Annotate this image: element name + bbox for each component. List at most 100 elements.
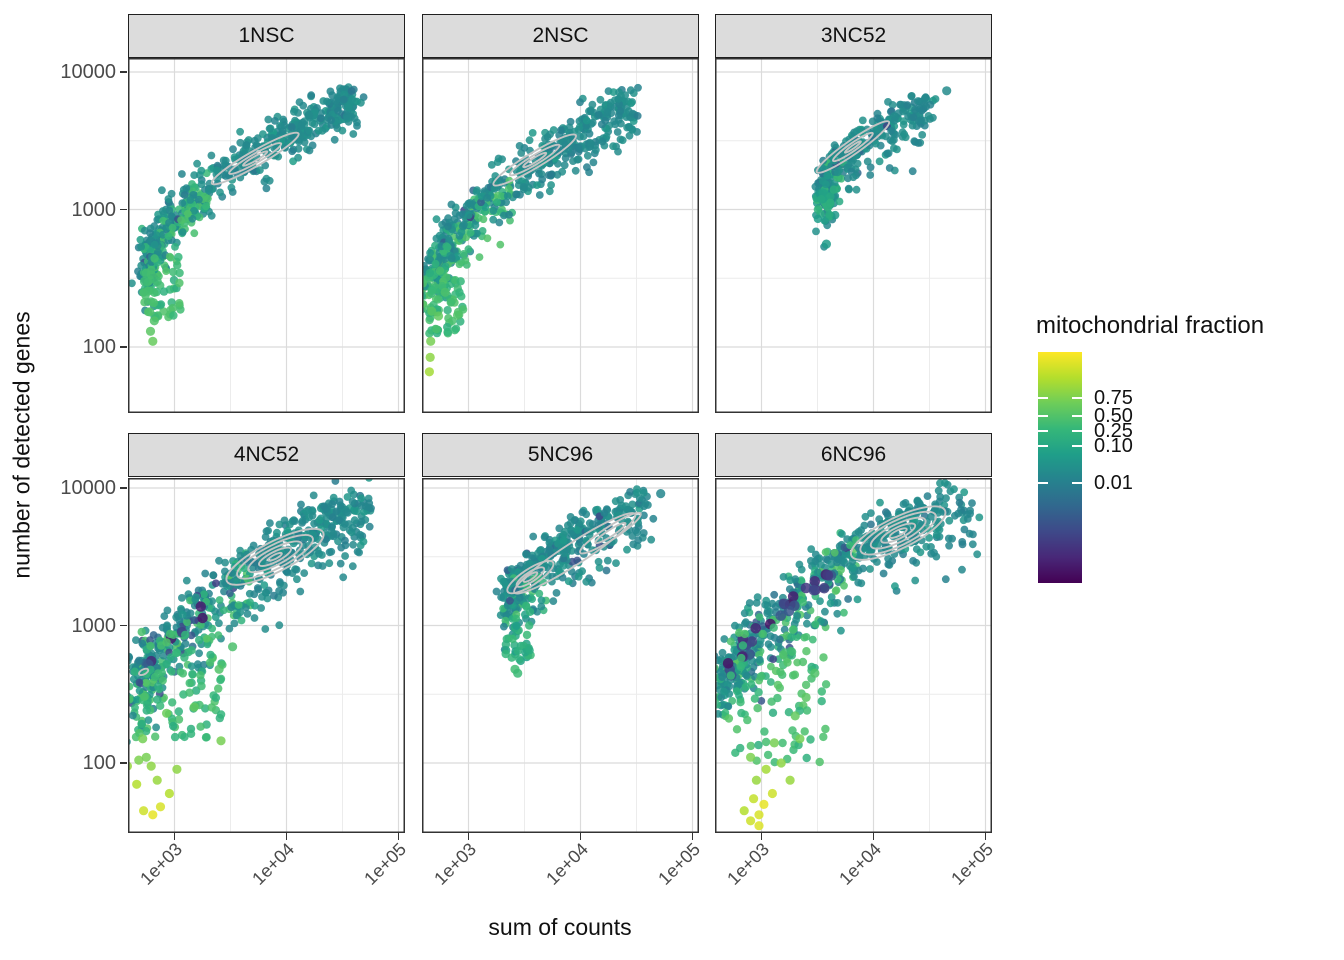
data-point <box>167 667 176 676</box>
data-point <box>788 625 798 634</box>
data-point <box>818 582 830 594</box>
data-point <box>587 139 595 148</box>
panel-border <box>715 478 992 833</box>
data-point <box>732 725 742 734</box>
data-point <box>188 669 197 679</box>
data-point <box>884 554 892 563</box>
data-point <box>183 618 191 627</box>
data-point <box>726 671 735 680</box>
data-point <box>294 144 303 153</box>
data-point <box>325 559 334 568</box>
data-point <box>628 500 637 509</box>
data-point <box>903 101 912 109</box>
data-point <box>335 516 344 525</box>
data-point <box>174 715 184 724</box>
data-point <box>578 508 587 517</box>
data-point <box>341 536 349 545</box>
data-point <box>830 548 839 557</box>
data-point <box>195 195 203 204</box>
legend-tick-label: 0.10 <box>1094 435 1133 458</box>
facet-panel-4nc52 <box>128 478 405 833</box>
data-point <box>495 218 504 227</box>
data-point <box>140 298 149 307</box>
data-point <box>569 157 577 165</box>
facet-panel-6nc96 <box>715 478 992 833</box>
data-point <box>144 716 153 724</box>
x-tick-mark <box>691 833 694 840</box>
data-point <box>612 559 620 567</box>
y-tick-label: 1000 <box>71 198 117 221</box>
data-point <box>219 156 228 165</box>
data-point <box>162 708 172 718</box>
data-point <box>801 692 811 702</box>
data-point <box>535 589 544 598</box>
x-tick-mark <box>984 833 987 840</box>
data-point <box>840 581 848 590</box>
data-point <box>492 587 501 596</box>
x-tick-mark <box>173 833 176 840</box>
data-point <box>143 286 153 296</box>
data-point <box>793 612 801 620</box>
data-point <box>142 678 150 687</box>
data-point <box>614 95 623 103</box>
data-point <box>297 122 306 130</box>
data-point <box>195 635 204 645</box>
data-point <box>232 611 241 620</box>
data-point <box>726 637 735 646</box>
data-point <box>163 606 172 615</box>
data-point <box>162 638 171 647</box>
data-point <box>200 660 208 669</box>
data-point <box>763 750 773 760</box>
data-point <box>866 163 875 172</box>
data-point <box>496 240 505 249</box>
data-point <box>813 205 823 214</box>
data-point <box>975 513 984 522</box>
facet-strip-1nsc: 1NSC <box>128 14 405 58</box>
data-point <box>167 212 176 221</box>
data-point <box>942 86 952 96</box>
data-point <box>790 670 800 679</box>
data-point <box>574 144 583 152</box>
data-point <box>260 581 269 589</box>
data-point <box>547 181 555 189</box>
data-point <box>757 697 766 705</box>
data-point <box>229 145 237 154</box>
data-point <box>936 479 944 488</box>
data-point <box>817 697 826 706</box>
y-tick-mark <box>120 487 127 489</box>
data-point <box>616 107 625 115</box>
data-point <box>250 590 259 599</box>
data-point <box>850 572 858 581</box>
data-point <box>356 530 364 539</box>
density-contour <box>815 120 891 174</box>
density-contour <box>138 667 150 677</box>
facet-panel-3nc52 <box>715 58 992 413</box>
data-point <box>833 599 842 607</box>
data-point <box>339 95 348 104</box>
data-point <box>973 550 982 559</box>
data-point <box>158 186 166 195</box>
data-point <box>329 493 338 502</box>
data-point <box>145 307 155 317</box>
data-point <box>763 609 772 618</box>
data-point <box>822 570 834 581</box>
data-point <box>885 164 894 172</box>
data-point <box>525 607 535 616</box>
data-point <box>287 123 296 131</box>
data-point <box>328 500 336 508</box>
data-point <box>588 118 597 127</box>
data-point <box>186 729 196 738</box>
data-point <box>300 138 309 147</box>
data-point <box>859 564 867 573</box>
data-point <box>365 503 373 512</box>
data-point <box>190 171 199 179</box>
data-point <box>883 149 891 158</box>
data-point <box>739 806 749 816</box>
data-point <box>968 499 976 507</box>
data-point <box>791 575 800 583</box>
data-point <box>718 648 727 657</box>
data-point <box>460 220 468 229</box>
data-point <box>131 732 141 742</box>
data-point <box>755 656 764 664</box>
legend-tick-label: 0.01 <box>1094 471 1133 494</box>
